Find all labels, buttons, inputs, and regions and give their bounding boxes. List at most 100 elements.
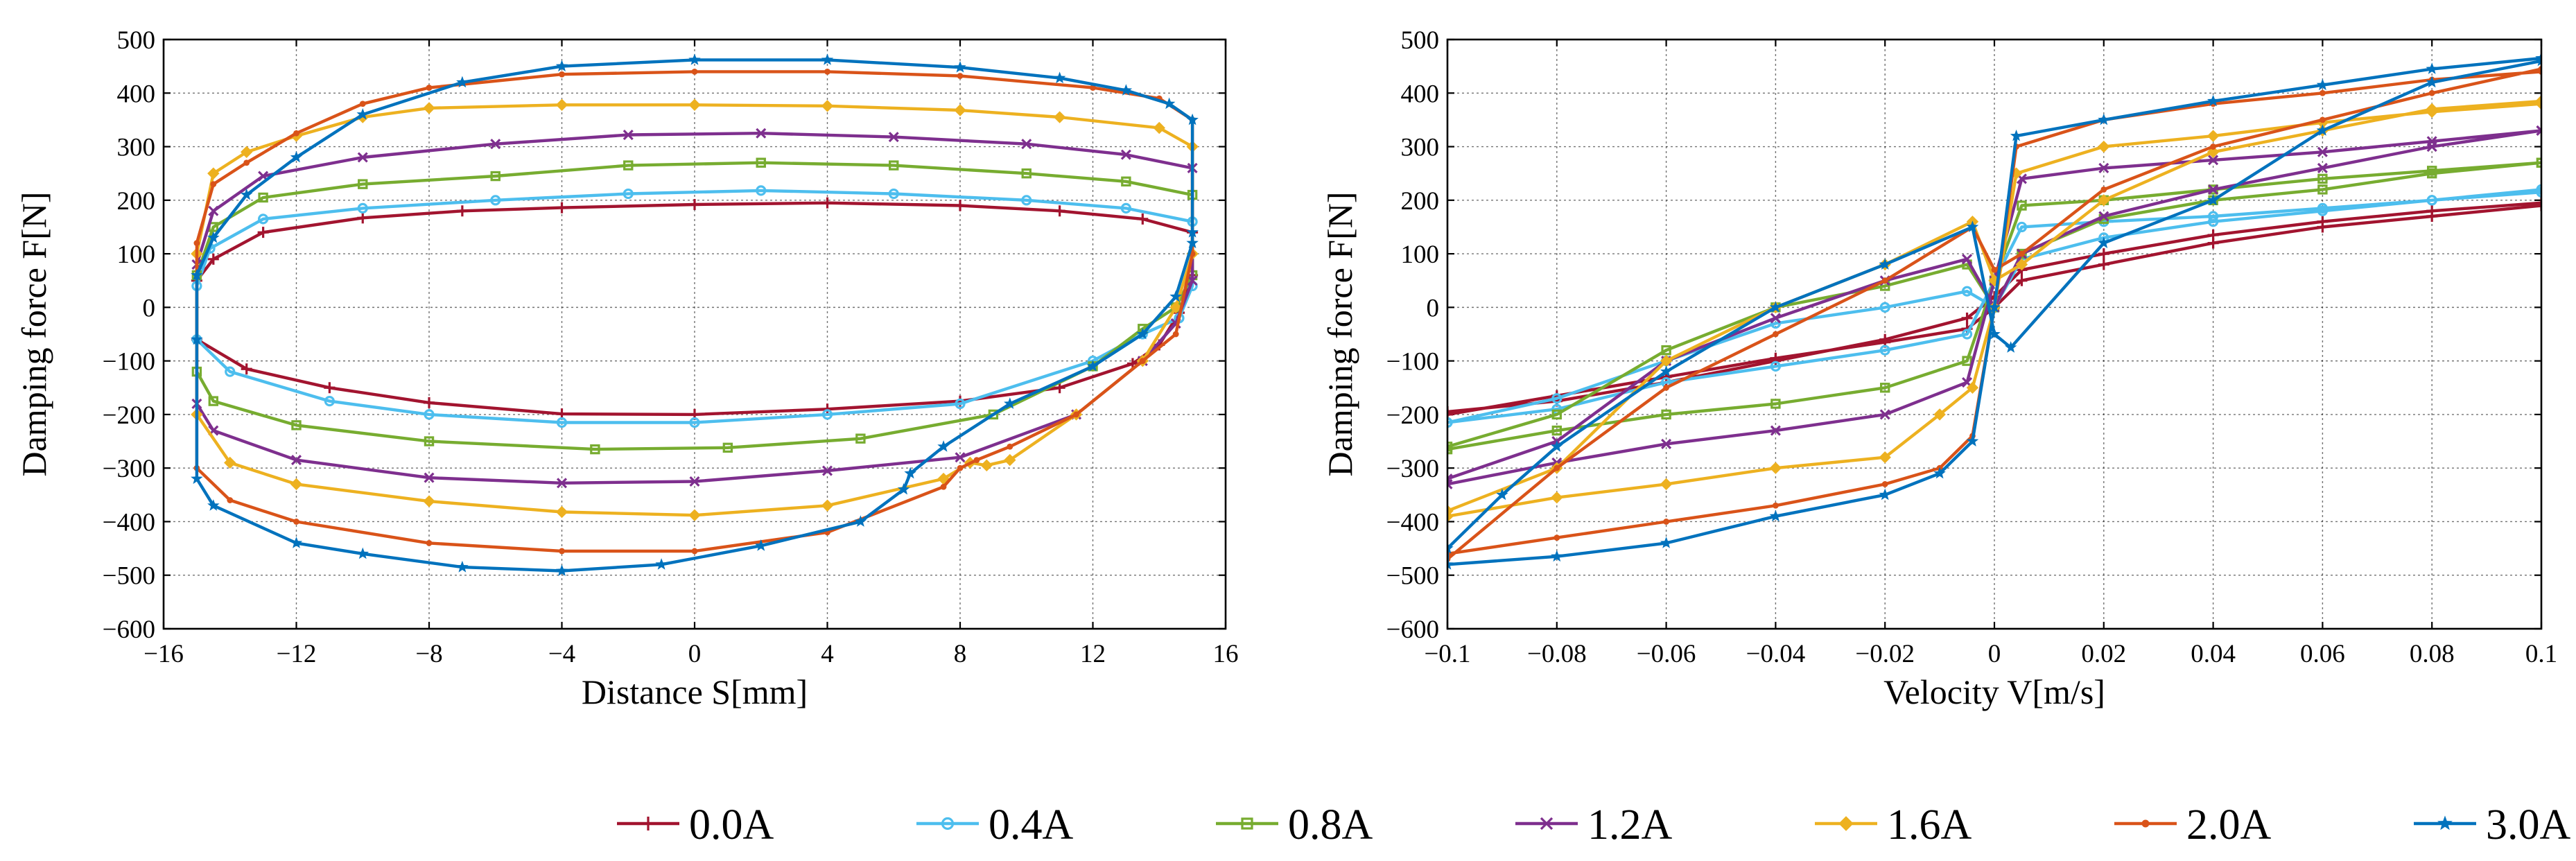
data-point-0p4A [490, 195, 501, 206]
data-point-3p0A [1879, 488, 1891, 501]
data-point-3p0A [456, 560, 469, 573]
data-point-3p0A [191, 333, 203, 345]
data-point-3p0A [1186, 226, 1199, 238]
data-point-0p8A [2427, 168, 2437, 179]
data-point-0p0A [424, 397, 435, 408]
data-point-0p0A [257, 227, 269, 238]
data-point-0p4A [2317, 205, 2328, 216]
data-point-2p0A [559, 548, 565, 555]
data-point-1p2A [1661, 438, 1672, 449]
data-point-0p0A [2098, 259, 2109, 270]
data-point-2p0A [2019, 250, 2025, 257]
data-point-0p8A [590, 444, 600, 455]
data-point-3p0A [1988, 327, 2001, 340]
data-point-1p6A [821, 100, 834, 112]
data-point-0p8A [291, 420, 302, 430]
data-point-1p6A [2426, 103, 2438, 116]
data-point-1p2A [623, 130, 634, 141]
series-line-0p4A [1447, 188, 2541, 424]
data-point-0p0A [2317, 216, 2329, 227]
y-tick-label: −600 [103, 616, 155, 644]
data-point-3p0A [1879, 258, 1891, 270]
data-point-3p0A [1136, 327, 1149, 340]
plot-frame [1446, 38, 2543, 630]
data-point-3p0A [290, 537, 303, 548]
data-point-0p4A [1879, 345, 1890, 356]
data-point-0p0A [556, 202, 568, 214]
data-point-1p6A [980, 459, 993, 472]
data-point-0p8A [1661, 409, 1671, 420]
data-point-0p8A [2317, 173, 2328, 184]
data-point-0p4A [324, 395, 335, 407]
data-point-3p0A [555, 564, 568, 576]
data-point-1p2A [2208, 184, 2219, 195]
data-point-1p2A [290, 455, 302, 466]
x-axis-label: Distance S[mm] [582, 672, 808, 711]
data-point-3p0A [1551, 550, 1563, 562]
data-point-2p0A [1881, 277, 1888, 284]
data-point-3p0A [1447, 558, 1454, 570]
data-point-0p4A [1120, 202, 1131, 214]
data-point-3p0A [2207, 193, 2220, 206]
data-point-2p0A [1881, 480, 1888, 487]
data-point-0p0A [1447, 406, 1453, 418]
data-point-0p0A [2098, 248, 2109, 260]
y-tick-label: −300 [103, 455, 155, 483]
data-point-0p8A [756, 157, 766, 168]
legend-item-2p0A: 2.0A [2114, 801, 2272, 849]
legend: 0.0A 0.4A 0.8A 1.2A 1.6A 2.0A 3.0A [617, 801, 2571, 849]
data-point-2p0A [691, 68, 698, 75]
y-tick-label: −500 [103, 562, 155, 591]
legend-marker-0p0A [641, 817, 655, 830]
data-point-1p2A [2536, 125, 2541, 136]
data-point-0p4A [556, 417, 568, 428]
data-point-0p8A [1551, 409, 1562, 420]
data-point-1p6A [555, 98, 568, 111]
data-point-0p4A [258, 214, 269, 225]
data-point-3p0A [1186, 236, 1199, 249]
legend-marker-1p6A [1838, 816, 1854, 831]
data-point-3p0A [207, 231, 220, 243]
data-point-0p0A [207, 253, 219, 265]
data-point-1p6A [1153, 121, 1165, 134]
data-point-0p4A [1879, 302, 1890, 313]
y-tick-label: 400 [1401, 80, 1440, 108]
x-tick-label: −0.04 [1746, 640, 1806, 668]
x-tick-label: −0.02 [1855, 640, 1915, 668]
data-point-1p2A [2208, 155, 2219, 166]
y-tick-label: 0 [143, 294, 156, 322]
x-tick-label: −0.06 [1637, 640, 1696, 668]
y-tick-label: −100 [1386, 348, 1439, 376]
legend-item-0p4A: 0.4A [916, 801, 1074, 849]
data-point-0p0A [2426, 205, 2438, 217]
displacement-chart: −16 −12 −8 −4 0 4 8 12 16 −600 −500 −400 −300 −200 −10… [15, 26, 1239, 711]
legend-marker-0p8A [1241, 817, 1253, 830]
data-point-0p0A [2536, 197, 2541, 209]
data-point-0p8A [1880, 383, 1890, 393]
y-tick-label: −400 [1386, 508, 1439, 537]
data-point-2p0A [1554, 464, 1560, 471]
series-line-2p0A [1447, 67, 2541, 561]
data-point-1p6A [1769, 462, 1782, 474]
data-point-2p0A [957, 464, 964, 471]
x-tick-label: −16 [143, 640, 184, 668]
data-point-3p0A [1447, 541, 1454, 554]
data-point-0p0A [324, 382, 336, 394]
data-point-3p0A [1933, 467, 1946, 479]
data-point-1p6A [423, 495, 435, 507]
y-tick-label: 0 [1427, 294, 1440, 322]
data-point-1p6A [1551, 491, 1563, 504]
series-line-1p2A [195, 132, 1194, 485]
data-point-2p0A [227, 497, 234, 503]
data-point-2p0A [1554, 534, 1560, 541]
data-point-1p2A [424, 472, 435, 483]
data-point-1p2A [1021, 139, 1032, 150]
data-point-2p0A [1139, 358, 1146, 365]
data-point-3p0A [555, 60, 568, 72]
legend-label-0p4A: 0.4A [989, 801, 1074, 849]
data-point-1p6A [2207, 130, 2220, 142]
data-point-0p4A [2208, 211, 2219, 222]
legend-marker-2p0A [2141, 819, 2150, 828]
data-point-3p0A [1496, 488, 1508, 501]
